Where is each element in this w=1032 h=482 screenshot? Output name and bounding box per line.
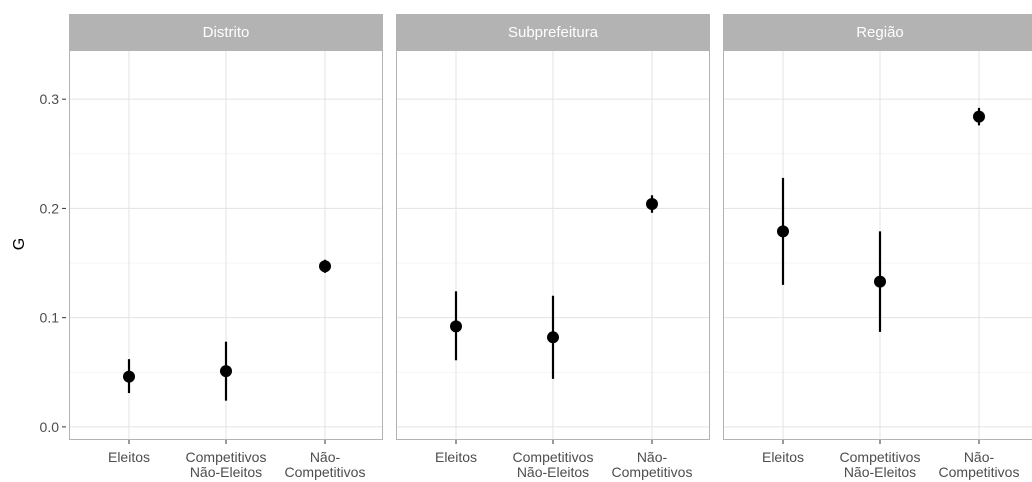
- data-point: [874, 275, 886, 288]
- panel-border: [396, 50, 710, 440]
- x-tick-label: Não-: [637, 449, 668, 465]
- facet-title: Região: [856, 24, 904, 41]
- data-point: [123, 370, 135, 383]
- x-tick-label: Eleitos: [762, 449, 804, 465]
- x-tick-label: Competitivos: [840, 449, 921, 465]
- x-tick-label: Competitivos: [939, 464, 1020, 480]
- data-point: [220, 365, 232, 378]
- facet-title: Subprefeitura: [508, 24, 599, 41]
- data-point: [319, 260, 331, 273]
- data-point: [777, 225, 789, 238]
- data-point: [547, 331, 559, 344]
- panel-background: [723, 50, 1032, 440]
- x-tick-label: Competitivos: [285, 464, 366, 480]
- facet-strip: [723, 14, 1032, 50]
- y-tick-label: 0.0: [40, 419, 60, 435]
- x-tick-label: Competitivos: [513, 449, 594, 465]
- x-tick-label: Competitivos: [186, 449, 267, 465]
- data-point: [973, 110, 985, 123]
- facet-strip: [69, 14, 383, 50]
- facet-strip: [396, 14, 710, 50]
- y-axis-title: G: [11, 238, 28, 250]
- panel-border: [723, 50, 1032, 440]
- y-tick-label: 0.3: [40, 91, 60, 107]
- x-tick-label: Não-: [310, 449, 341, 465]
- data-point: [450, 320, 462, 333]
- x-tick-label: Não-Eleitos: [517, 464, 589, 480]
- data-point: [646, 198, 658, 211]
- x-tick-label: Eleitos: [435, 449, 477, 465]
- x-tick-label: Não-Eleitos: [844, 464, 916, 480]
- y-tick-label: 0.1: [40, 310, 60, 326]
- y-tick-label: 0.2: [40, 200, 60, 216]
- panel-border: [69, 50, 383, 440]
- x-tick-label: Não-Eleitos: [190, 464, 262, 480]
- x-tick-label: Eleitos: [108, 449, 150, 465]
- x-tick-label: Competitivos: [612, 464, 693, 480]
- x-tick-label: Não-: [964, 449, 995, 465]
- facet-title: Distrito: [203, 24, 250, 41]
